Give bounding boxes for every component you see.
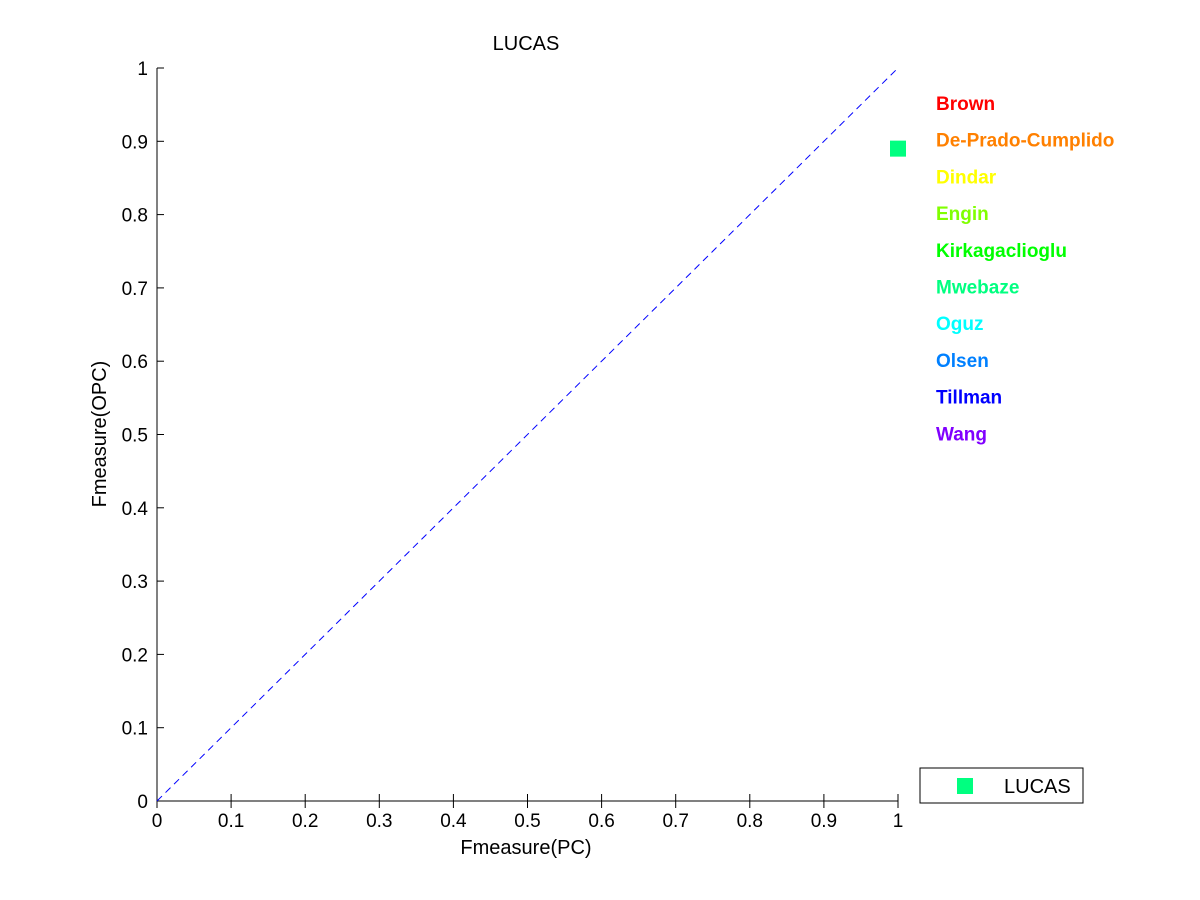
data-point-lucas xyxy=(890,140,906,157)
x-tick-label: 0.3 xyxy=(366,811,392,832)
participant-name: Tillman xyxy=(936,388,1002,409)
participant-names: Brown De-Prado-Cumplido Dindar Engin Kirkaga… xyxy=(936,94,1114,445)
legend-label: LUCAS xyxy=(1004,776,1071,798)
x-tick-label: 0.9 xyxy=(811,811,837,832)
chart-title: LUCAS xyxy=(493,33,560,55)
y-tick-label: 0.7 xyxy=(122,279,148,300)
ticks: 0 0.1 0.2 0.3 0.4 0.5 0.6 0.7 0.8 0.9 1 0 0.1 0.2 0.3 0… xyxy=(122,59,904,832)
participant-name: Wang xyxy=(936,424,987,445)
y-tick-label: 0.3 xyxy=(122,572,148,593)
participant-name: Mwebaze xyxy=(936,278,1019,299)
participant-name: Oguz xyxy=(936,314,984,335)
x-tick-label: 0.5 xyxy=(514,811,540,832)
y-tick-label: 0.8 xyxy=(122,206,148,227)
x-tick-label: 0.1 xyxy=(218,811,244,832)
legend-box xyxy=(919,767,1084,804)
legend: LUCAS xyxy=(919,767,1084,804)
x-tick-label: 1 xyxy=(893,811,904,832)
participant-name: De-Prado-Cumplido xyxy=(936,131,1114,152)
participant-name: Olsen xyxy=(936,351,989,372)
legend-marker-square xyxy=(957,778,973,794)
participant-name: Kirkagaclioglu xyxy=(936,241,1067,262)
participant-name: Engin xyxy=(936,204,989,225)
data-points xyxy=(890,140,906,157)
x-tick-label: 0.6 xyxy=(588,811,614,832)
x-tick-label: 0.4 xyxy=(440,811,467,832)
y-tick-label: 0.4 xyxy=(122,499,149,520)
y-tick-label: 0.2 xyxy=(122,645,148,666)
x-axis-label: Fmeasure(PC) xyxy=(460,837,591,859)
y-tick-label: 0.9 xyxy=(122,132,148,153)
participant-name: Brown xyxy=(936,94,995,115)
x-tick-label: 0.8 xyxy=(737,811,763,832)
y-tick-label: 0.1 xyxy=(122,719,148,740)
y-axis-label: Fmeasure(OPC) xyxy=(89,361,111,508)
y-tick-label: 0 xyxy=(137,792,148,813)
y-tick-label: 0.6 xyxy=(122,352,148,373)
diagonal-reference-line xyxy=(156,67,899,802)
x-tick-label: 0.2 xyxy=(292,811,318,832)
x-tick-label: 0 xyxy=(152,811,163,832)
participant-name: Dindar xyxy=(936,167,997,188)
x-tick-label: 0.7 xyxy=(662,811,688,832)
y-tick-label: 0.5 xyxy=(122,426,148,447)
y-tick-label: 1 xyxy=(137,59,148,80)
